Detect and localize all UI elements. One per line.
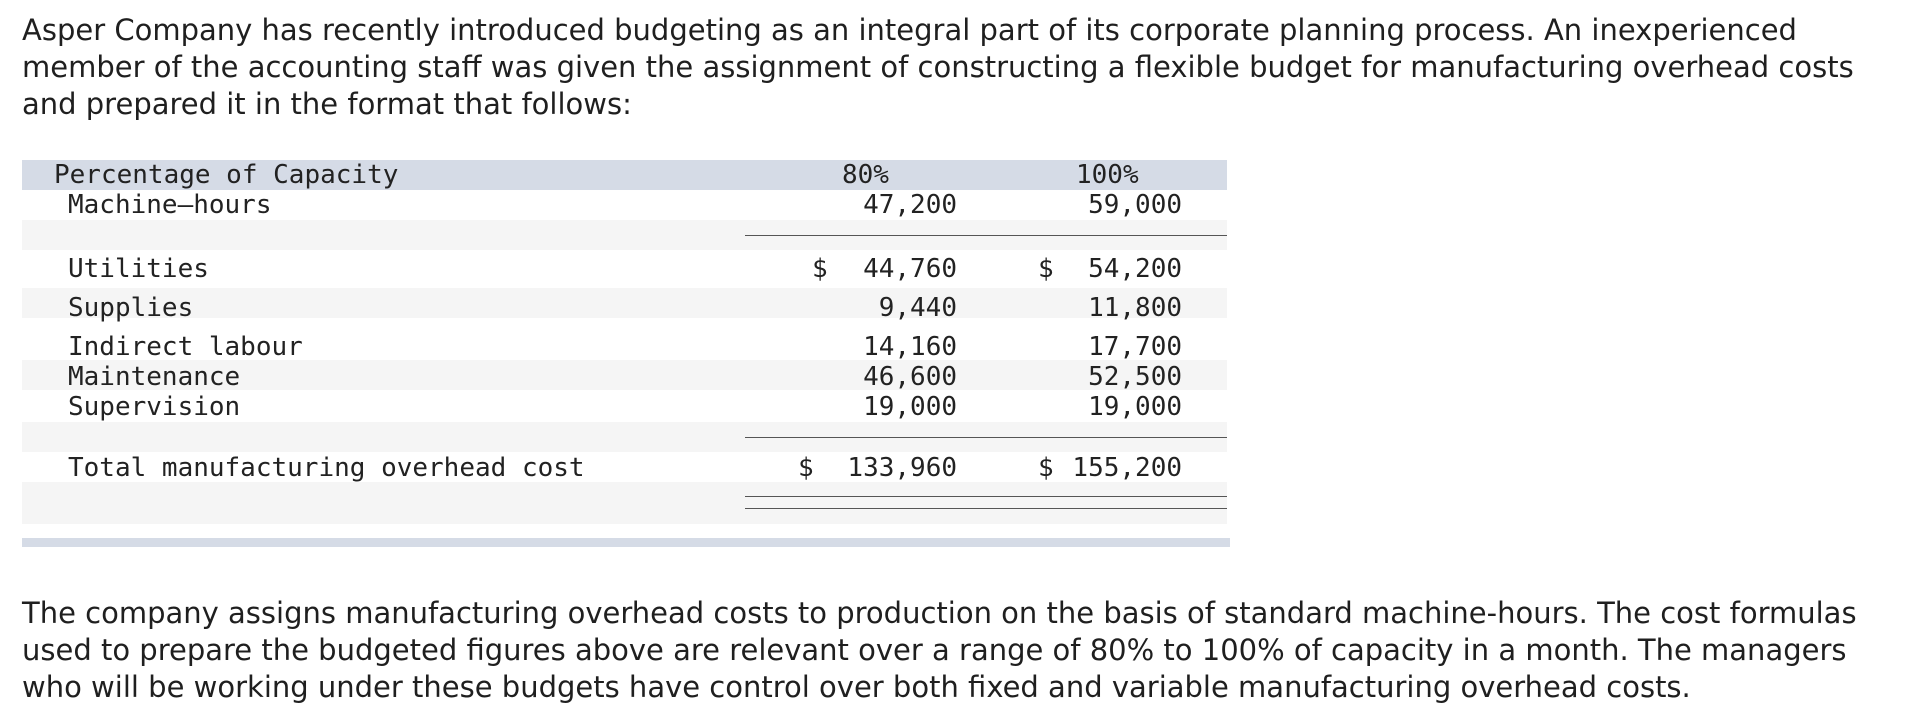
indirect-labour-100: 17,700 — [1088, 332, 1182, 362]
supplies-100: 11,800 — [1088, 293, 1182, 323]
total-overhead-80: 133,960 — [847, 453, 957, 483]
machine-hours-80: 47,200 — [863, 190, 957, 220]
maintenance-label: Maintenance — [68, 362, 241, 392]
capacity-100-header: 100% — [1076, 160, 1139, 190]
maintenance-80: 46,600 — [863, 362, 957, 392]
utilities-label: Utilities — [68, 254, 209, 284]
currency-symbol: $ — [1038, 254, 1054, 284]
total-overhead-label: Total manufacturing overhead cost — [68, 453, 585, 483]
indirect-labour-label: Indirect labour — [68, 332, 303, 362]
column-rule — [745, 235, 1227, 236]
capacity-header-label: Percentage of Capacity — [54, 160, 399, 190]
utilities-100: 54,200 — [1088, 254, 1182, 284]
row-band — [22, 288, 1227, 318]
currency-symbol: $ — [812, 254, 828, 284]
currency-symbol: $ — [798, 453, 814, 483]
indirect-labour-80: 14,160 — [863, 332, 957, 362]
intro-paragraph: Asper Company has recently introduced bu… — [22, 13, 1854, 121]
explanation-paragraph: The company assigns manufacturing overhe… — [22, 596, 1857, 704]
row-band — [22, 360, 1227, 390]
subtotal-rule — [745, 437, 1227, 438]
supplies-80: 9,440 — [878, 293, 957, 323]
utilities-80: 44,760 — [863, 254, 957, 284]
flexible-budget-table: Percentage of Capacity 80% 100% Machine–… — [22, 160, 1230, 547]
supervision-80: 19,000 — [863, 392, 957, 422]
currency-symbol: $ — [1038, 453, 1054, 483]
supervision-label: Supervision — [68, 392, 241, 422]
machine-hours-100: 59,000 — [1088, 190, 1182, 220]
machine-hours-label: Machine–hours — [68, 190, 272, 220]
supplies-label: Supplies — [68, 293, 194, 323]
total-overhead-100: 155,200 — [1072, 453, 1182, 483]
maintenance-100: 52,500 — [1088, 362, 1182, 392]
capacity-80-header: 80% — [842, 160, 889, 190]
supervision-100: 19,000 — [1088, 392, 1182, 422]
table-footer-bar — [22, 538, 1230, 547]
header-band — [22, 160, 1227, 190]
double-rule-top — [745, 496, 1227, 497]
double-rule-bottom — [745, 508, 1227, 509]
row-band — [22, 482, 1227, 524]
